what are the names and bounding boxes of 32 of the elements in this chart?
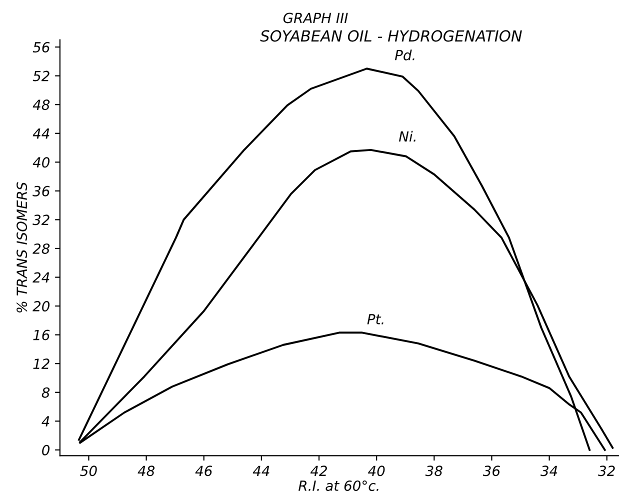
- y-tick-label: 16: [33, 330, 50, 340]
- x-tick-label: 44: [252, 466, 270, 476]
- y-tick-label: 48: [32, 100, 50, 110]
- series-label: Pd.: [394, 50, 414, 60]
- y-tick-label: 52: [32, 70, 50, 82]
- x-tick-label: 48: [138, 466, 155, 476]
- chart-subtitle: SOYABEAN OIL - HYDROGENATION: [260, 30, 522, 42]
- x-tick-label: 50: [80, 466, 97, 476]
- y-tick-label: 4: [42, 416, 50, 426]
- y-tick-label: 8: [42, 387, 50, 398]
- x-tick-label: 38: [425, 466, 442, 476]
- y-axis-title: % TRANS ISOMERS: [16, 182, 28, 312]
- y-tick-label: 24: [32, 272, 50, 283]
- y-tick-label: 28: [32, 243, 50, 254]
- y-tick-label: 40: [32, 157, 50, 168]
- y-tick-label: 32: [32, 214, 50, 226]
- y-tick-label: 36: [32, 186, 50, 196]
- y-tick-label: 56: [32, 42, 50, 53]
- y-tick-label: 0: [42, 444, 50, 456]
- x-tick-label: 40: [368, 466, 385, 476]
- x-tick-label: 36: [482, 466, 500, 476]
- y-tick-label: 44: [32, 128, 50, 139]
- y-tick-label: 12: [33, 358, 50, 369]
- x-tick-label: 42: [310, 466, 327, 476]
- x-tick-label: 34: [540, 466, 558, 476]
- x-tick-label: 46: [195, 466, 212, 476]
- x-axis-title: R.I. at 60°c.: [298, 480, 378, 491]
- series-label: Ni.: [398, 130, 416, 142]
- series-label: Pt.: [367, 314, 384, 324]
- y-tick-label: 20: [32, 300, 50, 312]
- chart-title: GRAPH III: [283, 12, 348, 24]
- x-tick-label: 32: [598, 466, 615, 476]
